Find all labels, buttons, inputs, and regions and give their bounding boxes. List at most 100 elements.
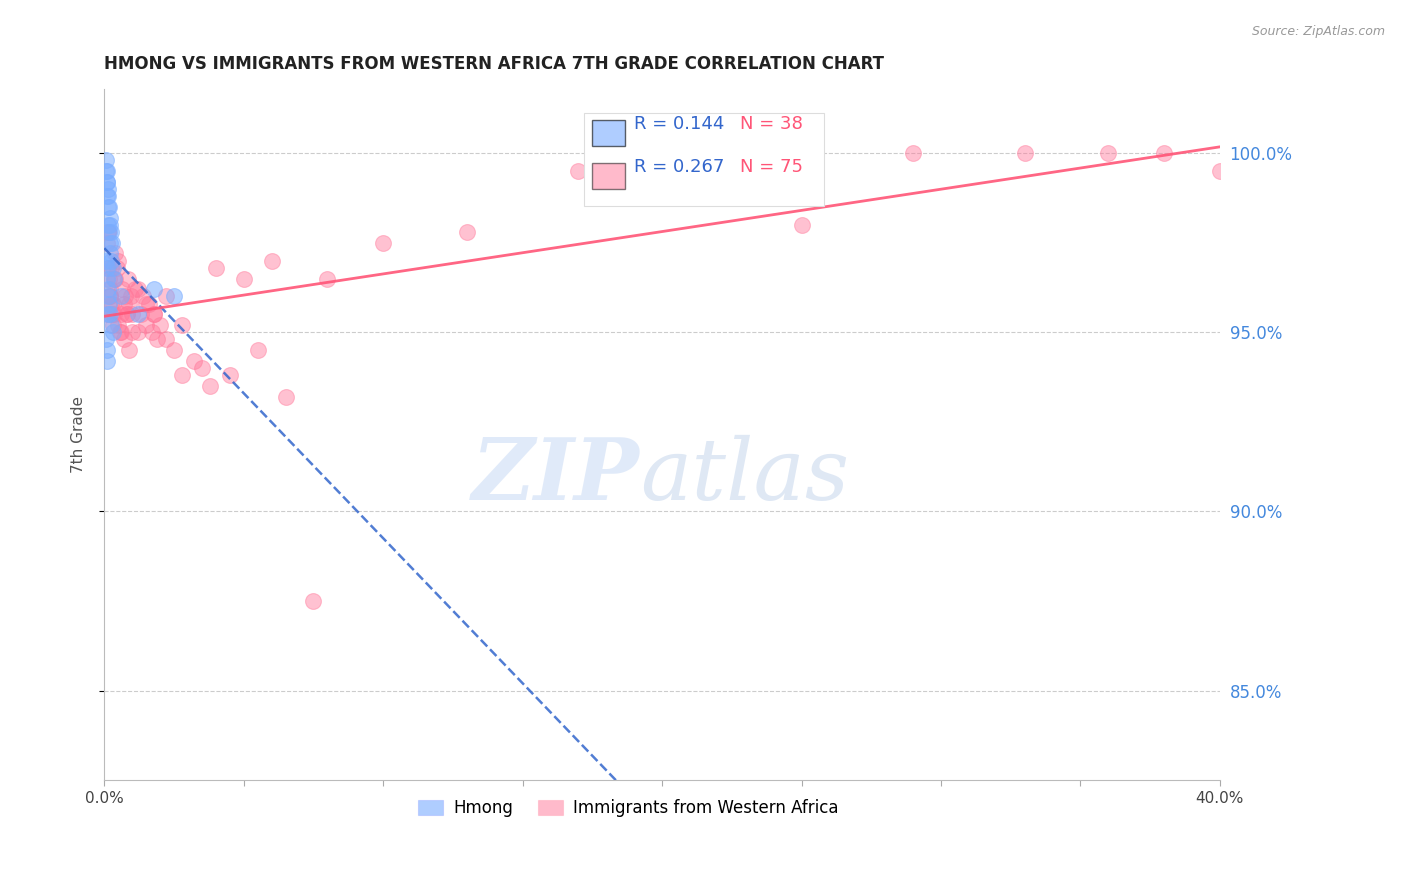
Point xyxy=(97,307,120,321)
Point xyxy=(96,175,118,189)
Point xyxy=(112,296,135,310)
Point xyxy=(97,200,120,214)
Point xyxy=(96,271,118,285)
Text: HMONG VS IMMIGRANTS FROM WESTERN AFRICA 7TH GRADE CORRELATION CHART: HMONG VS IMMIGRANTS FROM WESTERN AFRICA … xyxy=(104,55,884,73)
Point xyxy=(110,326,132,340)
Point xyxy=(98,271,121,285)
Point xyxy=(117,271,139,285)
Point xyxy=(110,289,132,303)
Point xyxy=(1014,146,1036,161)
Point xyxy=(100,246,122,260)
Point xyxy=(94,164,117,178)
Point xyxy=(567,164,589,178)
Point xyxy=(121,326,143,340)
Point xyxy=(790,218,813,232)
Point xyxy=(97,218,120,232)
Point xyxy=(97,289,120,303)
Point xyxy=(104,246,127,260)
Point xyxy=(96,343,118,358)
Point xyxy=(141,326,163,340)
Point xyxy=(103,307,125,321)
Point xyxy=(96,307,118,321)
Point xyxy=(246,343,269,358)
Point xyxy=(124,282,146,296)
Point xyxy=(98,200,121,214)
Point xyxy=(96,354,118,368)
Point xyxy=(274,390,297,404)
FancyBboxPatch shape xyxy=(592,120,626,146)
Point xyxy=(456,225,478,239)
Point xyxy=(114,289,136,303)
Point xyxy=(127,326,149,340)
Text: atlas: atlas xyxy=(640,434,849,517)
FancyBboxPatch shape xyxy=(583,112,824,206)
Point xyxy=(97,182,120,196)
Point xyxy=(163,289,186,303)
Point xyxy=(101,235,124,250)
Point xyxy=(98,296,121,310)
Point xyxy=(104,271,127,285)
Point xyxy=(138,296,160,310)
Point xyxy=(94,253,117,268)
Point xyxy=(127,307,149,321)
Point xyxy=(143,307,166,321)
Point xyxy=(143,282,166,296)
Point xyxy=(103,271,125,285)
Point xyxy=(1209,164,1232,178)
Point xyxy=(183,354,205,368)
Point xyxy=(98,211,121,225)
Point xyxy=(163,343,186,358)
Text: ZIP: ZIP xyxy=(472,434,640,517)
Point xyxy=(316,271,339,285)
Legend: Hmong, Immigrants from Western Africa: Hmong, Immigrants from Western Africa xyxy=(412,792,845,824)
Point xyxy=(100,253,122,268)
Point xyxy=(200,379,222,393)
Point xyxy=(101,326,124,340)
Point xyxy=(96,175,118,189)
Point xyxy=(101,307,124,321)
Point xyxy=(107,318,129,332)
Point xyxy=(97,260,120,275)
Point xyxy=(96,235,118,250)
Point xyxy=(101,296,124,310)
Point xyxy=(100,225,122,239)
Point xyxy=(97,225,120,239)
Point xyxy=(302,594,325,608)
Point xyxy=(98,225,121,239)
Point xyxy=(110,307,132,321)
Point xyxy=(373,235,395,250)
Point xyxy=(129,307,152,321)
Point xyxy=(205,260,228,275)
Point xyxy=(98,282,121,296)
Y-axis label: 7th Grade: 7th Grade xyxy=(72,396,86,473)
Point xyxy=(94,333,117,347)
Point xyxy=(103,271,125,285)
Point xyxy=(135,318,157,332)
Point xyxy=(218,368,240,383)
Point xyxy=(651,153,673,168)
Point xyxy=(132,289,155,303)
Point xyxy=(98,307,121,321)
Point xyxy=(120,289,142,303)
Point xyxy=(127,282,149,296)
Point xyxy=(172,368,194,383)
Point xyxy=(146,333,169,347)
Point xyxy=(100,218,122,232)
Text: N = 75: N = 75 xyxy=(740,158,803,176)
Point xyxy=(96,260,118,275)
Point xyxy=(96,164,118,178)
Point xyxy=(115,307,138,321)
Point xyxy=(149,318,172,332)
Point xyxy=(155,333,177,347)
Point xyxy=(96,189,118,203)
Point xyxy=(97,282,120,296)
Text: R = 0.144: R = 0.144 xyxy=(634,115,724,134)
Point xyxy=(191,361,214,376)
Point xyxy=(94,153,117,168)
Point xyxy=(172,318,194,332)
Point xyxy=(100,318,122,332)
Text: Source: ZipAtlas.com: Source: ZipAtlas.com xyxy=(1251,25,1385,38)
Point xyxy=(143,307,166,321)
Point xyxy=(232,271,254,285)
Point xyxy=(101,318,124,332)
